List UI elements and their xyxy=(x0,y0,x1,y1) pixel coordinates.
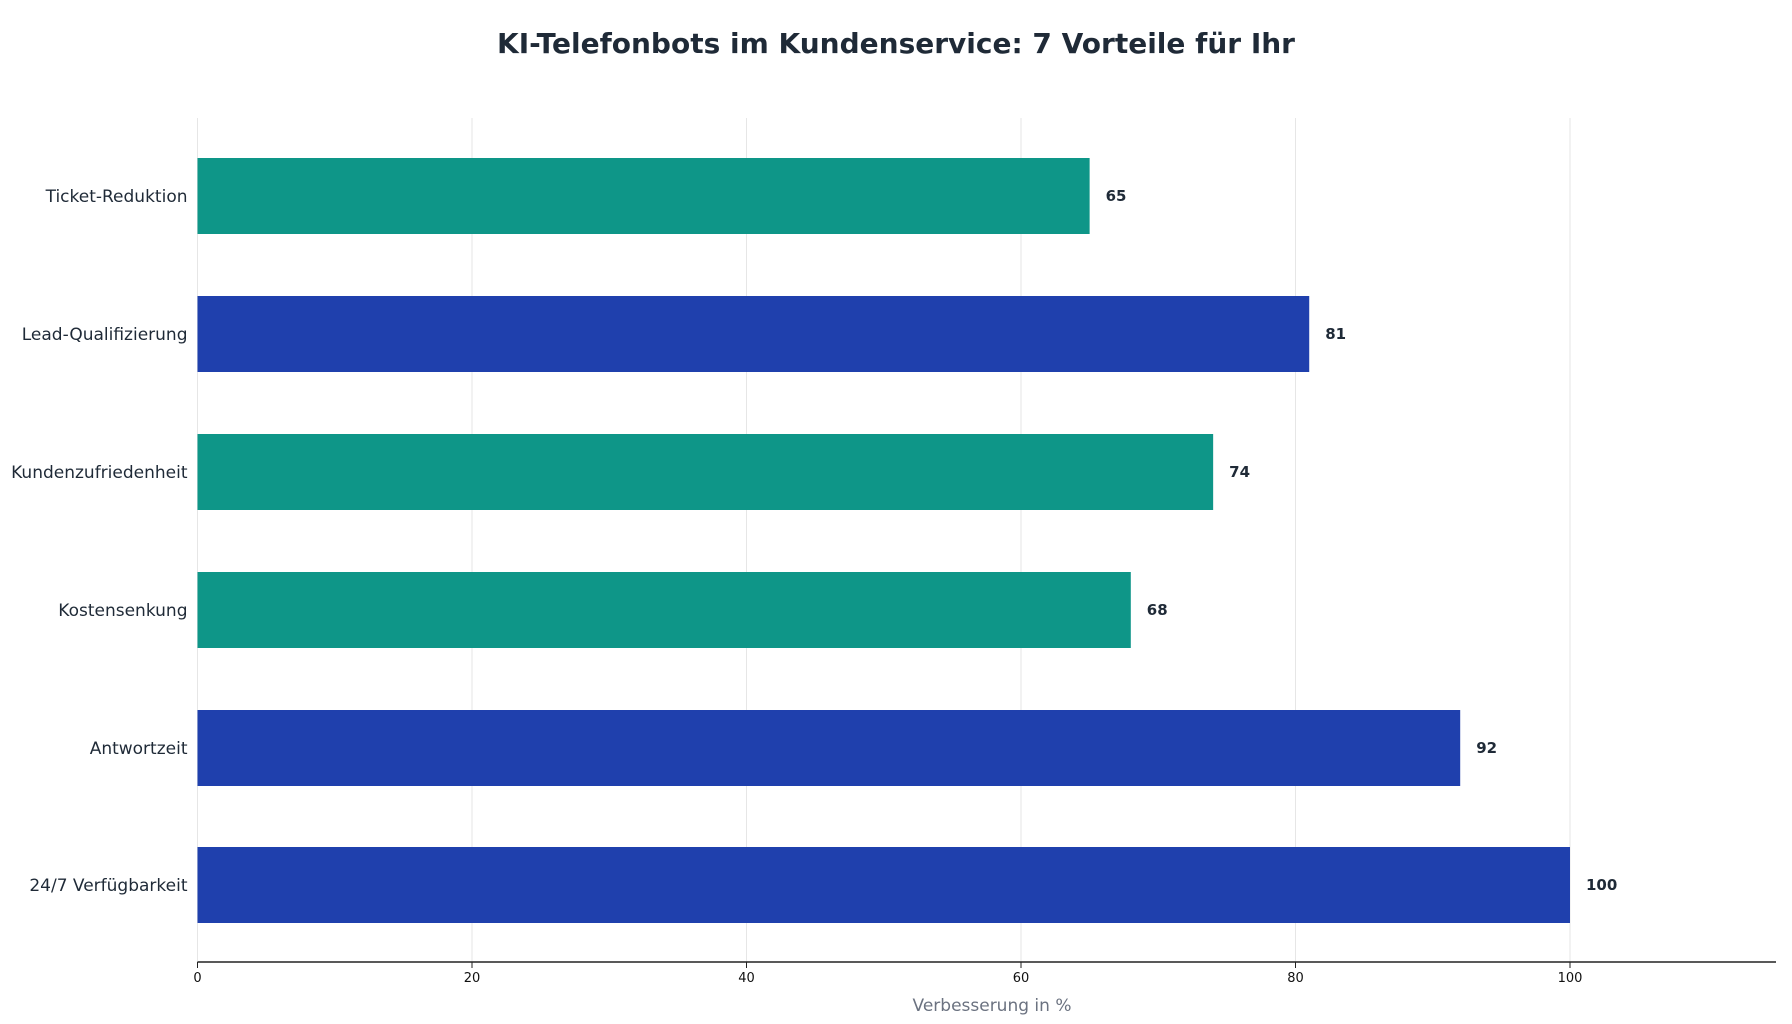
gridlines xyxy=(197,118,1571,962)
bar xyxy=(197,710,1461,786)
x-tick-label: 60 xyxy=(1013,971,1030,986)
x-tick-label: 80 xyxy=(1287,971,1304,986)
y-category-label: Kundenzufriedenheit xyxy=(11,463,188,483)
x-tick-label: 100 xyxy=(1558,971,1583,986)
bar xyxy=(197,847,1570,923)
y-category-label: Lead-Qualifizierung xyxy=(22,325,188,345)
y-category-label: Antwortzeit xyxy=(90,739,188,759)
y-category-label: Kostensenkung xyxy=(58,601,187,621)
bar xyxy=(197,434,1214,510)
bar xyxy=(197,572,1131,648)
x-axis: 0 20 40 60 80 100 xyxy=(193,961,1776,986)
bar-value-label: 81 xyxy=(1325,325,1346,343)
x-tick-label: 0 xyxy=(193,971,201,986)
chart-title: KI-Telefonbots im Kundenservice: 7 Vorte… xyxy=(497,27,1295,60)
x-axis-title: Verbesserung in % xyxy=(913,996,1072,1016)
bar-value-label: 68 xyxy=(1147,601,1168,619)
y-category-label: Ticket-Reduktion xyxy=(45,187,188,207)
y-category-label: 24/7 Verfügbarkeit xyxy=(29,876,188,896)
bar-value-label: 65 xyxy=(1106,187,1127,205)
bar xyxy=(197,158,1090,234)
bar-value-label: 74 xyxy=(1229,463,1250,481)
bar-value-label: 100 xyxy=(1586,876,1617,894)
bar-value-label: 92 xyxy=(1476,739,1497,757)
bars: Ticket-Reduktion 65 Lead-Qualifizierung 81 K… xyxy=(11,158,1617,923)
x-tick-label: 20 xyxy=(464,971,481,986)
x-tick-label: 40 xyxy=(738,971,755,986)
bar xyxy=(197,296,1310,372)
